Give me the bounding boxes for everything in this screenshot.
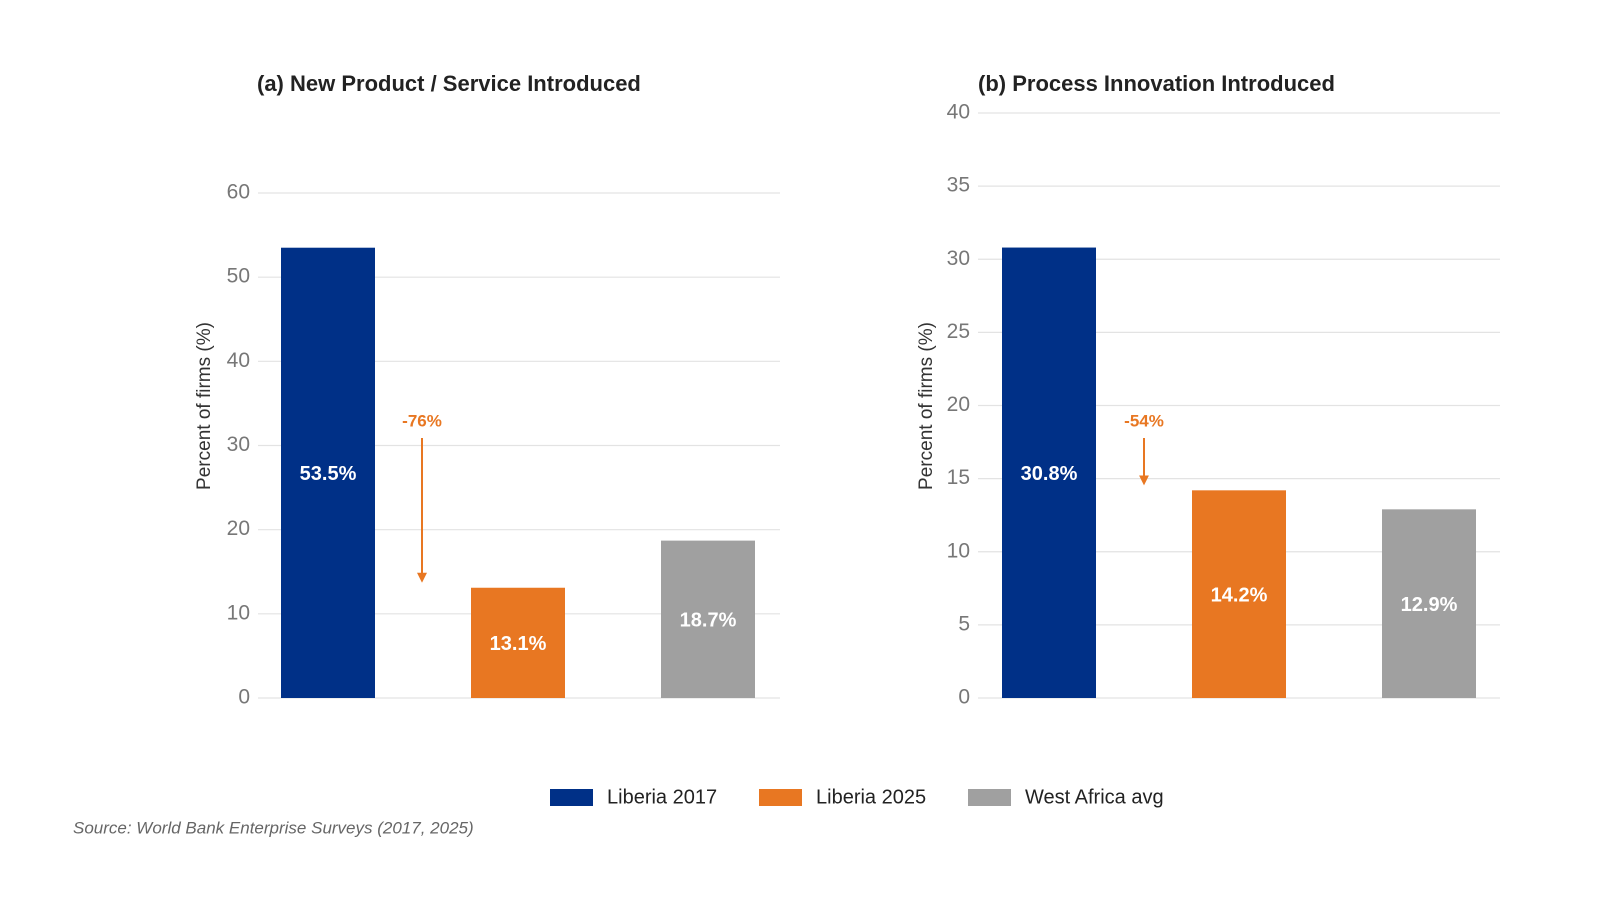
legend-label: Liberia 2017 (607, 786, 717, 808)
y-tick-label: 10 (227, 601, 250, 624)
value-label: 12.9% (1401, 594, 1458, 616)
legend-label: Liberia 2025 (816, 786, 926, 808)
y-tick-label: 60 (227, 181, 250, 204)
y-tick-label: 40 (947, 101, 970, 124)
y-axis-label: Percent of firms (%) (194, 322, 215, 490)
legend-swatch (968, 789, 1011, 806)
change-annotation: -54% (1124, 411, 1164, 430)
y-tick-label: 30 (947, 247, 970, 270)
y-tick-label: 25 (947, 320, 970, 343)
bar (1382, 509, 1476, 698)
y-tick-label: 40 (227, 349, 250, 372)
source-note: Source: World Bank Enterprise Surveys (2… (73, 818, 474, 837)
value-label: 13.1% (490, 633, 547, 655)
legend-swatch (550, 789, 593, 806)
bar (281, 247, 375, 699)
y-tick-label: 15 (947, 466, 970, 489)
y-tick-label: 0 (958, 686, 970, 709)
bar (471, 587, 565, 698)
y-tick-label: 10 (947, 539, 970, 562)
value-label: 14.2% (1211, 584, 1268, 606)
bar (1002, 247, 1096, 699)
chart-title: (b) Process Innovation Introduced (978, 71, 1335, 96)
y-tick-label: 20 (227, 517, 250, 540)
y-tick-label: 0 (238, 686, 250, 709)
value-label: 18.7% (680, 610, 737, 632)
y-tick-label: 35 (947, 174, 970, 197)
y-tick-label: 20 (947, 393, 970, 416)
legend-swatch (759, 789, 802, 806)
chart-title: (a) New Product / Service Introduced (257, 71, 641, 96)
value-label: 30.8% (1021, 463, 1078, 485)
y-tick-label: 50 (227, 265, 250, 288)
change-annotation: -76% (402, 411, 442, 430)
y-tick-label: 30 (227, 433, 250, 456)
value-label: 53.5% (300, 463, 357, 485)
y-tick-label: 5 (958, 612, 970, 635)
y-axis-label: Percent of firms (%) (916, 322, 937, 490)
legend-label: West Africa avg (1025, 786, 1164, 808)
bar (661, 540, 755, 698)
bar (1192, 490, 1286, 698)
